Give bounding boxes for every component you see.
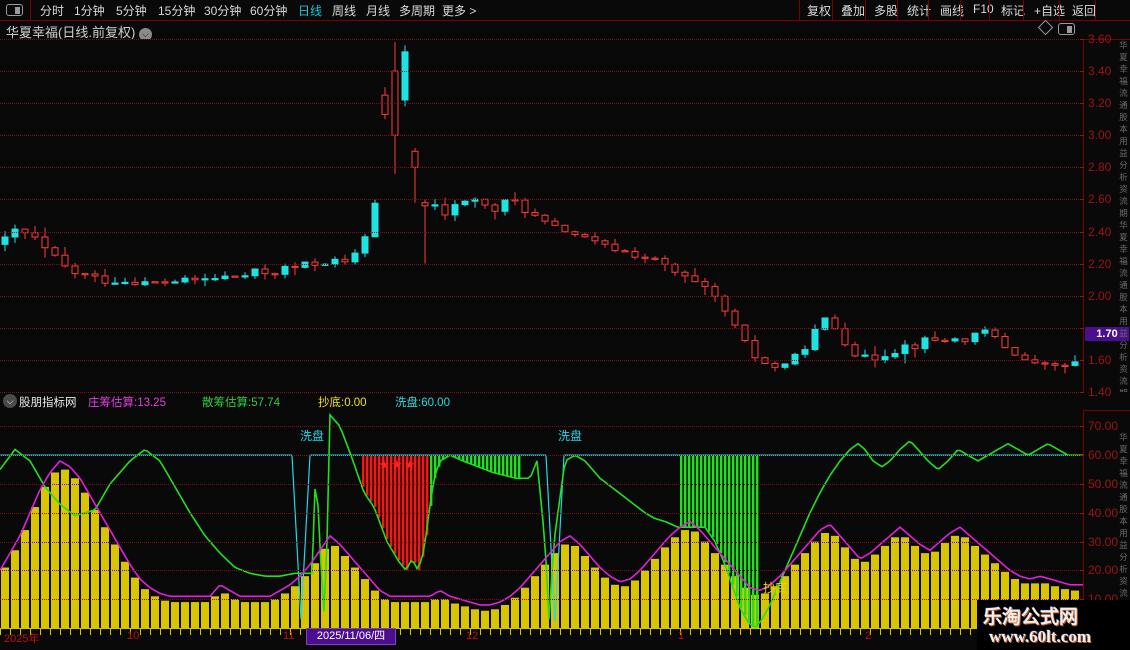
svg-text:★: ★ [391, 457, 403, 472]
svg-text:洗盘: 洗盘 [300, 428, 324, 443]
svg-text:★: ★ [378, 457, 390, 472]
svg-text:★: ★ [404, 457, 416, 472]
svg-text:抄底: 抄底 [763, 580, 787, 595]
svg-text:洗盘: 洗盘 [558, 428, 582, 443]
